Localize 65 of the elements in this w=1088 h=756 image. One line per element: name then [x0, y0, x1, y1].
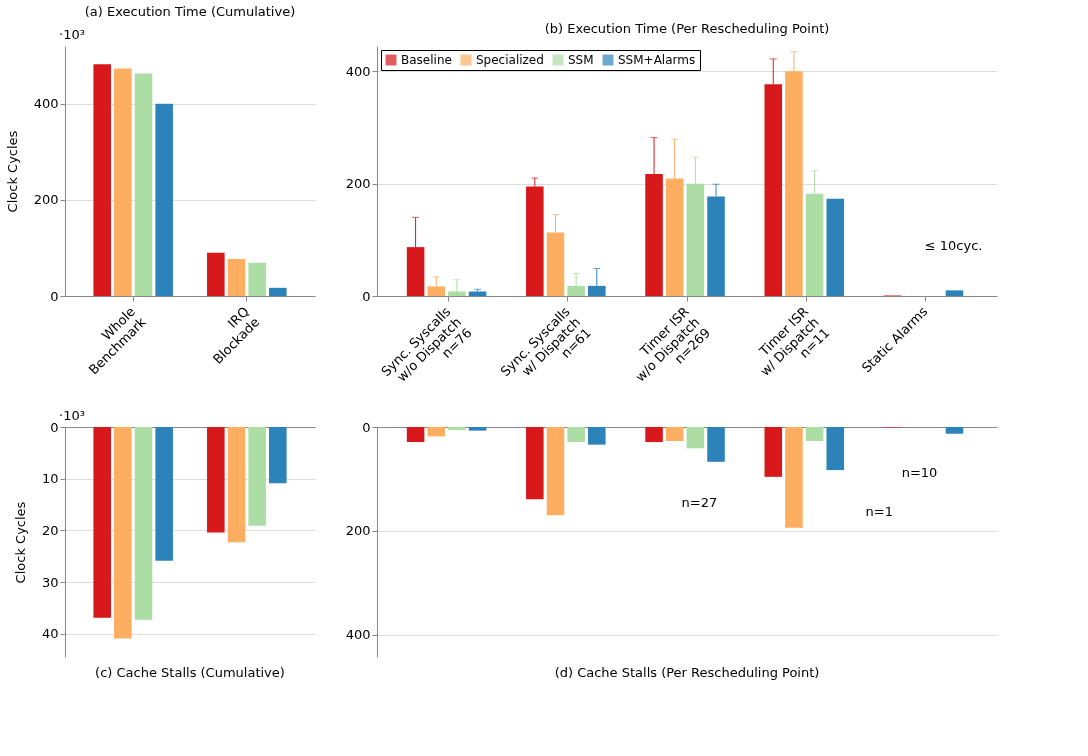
bar: [945, 290, 964, 296]
bar: [248, 262, 266, 296]
y-tick-label: 400: [345, 627, 371, 643]
bar: [269, 427, 287, 484]
y-tick-label: 400: [345, 63, 371, 79]
bar: [427, 427, 446, 437]
bar: [826, 427, 845, 471]
y-tick-label: 0: [50, 419, 59, 435]
chart-title: (a) Execution Time (Cumulative): [84, 4, 296, 19]
bar: [227, 258, 246, 296]
bar: [826, 198, 845, 296]
y-axis-title: Clock Cycles: [4, 130, 20, 213]
bar: [155, 427, 173, 561]
bar: [945, 427, 964, 434]
text: (c) Cache Stalls (Cumulative): [95, 665, 285, 680]
bar: [785, 427, 803, 528]
bar: [665, 427, 684, 442]
bar: [764, 427, 783, 477]
bar: [406, 427, 425, 443]
bar: [645, 427, 663, 443]
annotation: n=1: [865, 504, 893, 520]
bar: [468, 427, 487, 431]
legend-label: Specialized: [476, 53, 544, 67]
y-tick-label: 200: [345, 523, 371, 539]
bar: [526, 427, 544, 500]
chart-title: (b) Execution Time (Per Rescheduling Point): [544, 21, 830, 36]
bar: [546, 427, 565, 516]
y-tick-label: 30: [41, 574, 59, 590]
text: ·10³: [59, 27, 85, 42]
bar: [114, 427, 132, 639]
legend-label: SSM+Alarms: [618, 53, 696, 67]
y-tick-label: 0: [362, 419, 371, 435]
legend-label: Baseline: [401, 53, 452, 67]
bar: [207, 427, 225, 533]
y-tick-label: 10: [41, 471, 59, 487]
bar: [588, 427, 606, 445]
y-tick-label: 20: [41, 522, 59, 538]
y-tick-label: 400: [33, 96, 59, 112]
bar: [448, 427, 466, 431]
annotation: n=27: [681, 494, 718, 510]
bar: [93, 427, 111, 618]
annotation: ≤ 10cyc.: [924, 238, 983, 253]
annotation: n=10: [901, 465, 938, 480]
bar: [227, 427, 246, 543]
bar: [134, 427, 153, 620]
bar: [686, 427, 705, 449]
bar: [269, 287, 287, 296]
bar: [134, 73, 153, 296]
bar: [114, 68, 132, 296]
y-tick-label: 200: [345, 176, 371, 192]
y-tick-label: 40: [41, 626, 59, 642]
y-axis-title: Clock Cycles: [12, 501, 28, 584]
y-tick-label: 0: [50, 288, 59, 304]
y-tick-label: 0: [362, 288, 371, 304]
bar: [248, 427, 266, 526]
legend-label: SSM: [568, 53, 594, 67]
bar: [707, 427, 725, 462]
text: (d) Cache Stalls (Per Rescheduling Point): [554, 665, 820, 680]
bar: [207, 252, 225, 296]
bar: [805, 427, 824, 442]
y-tick-label: 200: [33, 192, 59, 208]
bar: [93, 64, 111, 296]
bar: [155, 103, 173, 296]
bar: [567, 427, 585, 443]
text: ·10³: [59, 408, 85, 423]
